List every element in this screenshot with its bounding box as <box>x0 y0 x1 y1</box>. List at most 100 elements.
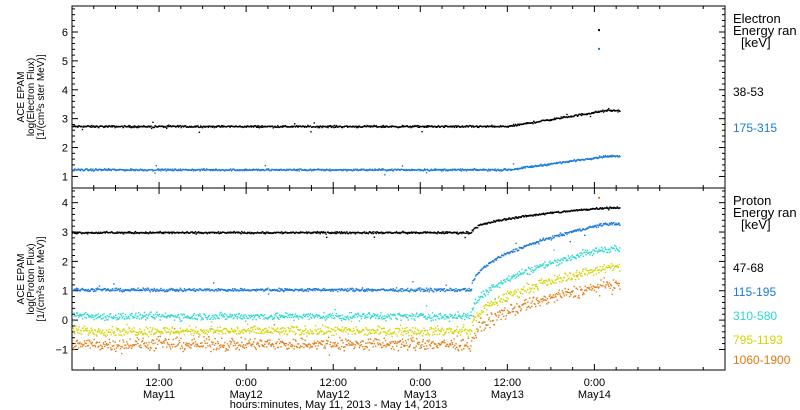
data-point <box>615 207 618 209</box>
data-point <box>514 125 516 127</box>
data-point <box>218 333 220 335</box>
data-point <box>358 288 360 291</box>
data-point <box>96 287 99 289</box>
data-point <box>371 169 373 171</box>
data-point <box>139 289 141 291</box>
data-point <box>293 319 295 322</box>
data-point <box>121 125 123 127</box>
data-point <box>484 295 487 297</box>
data-point <box>100 169 103 172</box>
data-point <box>230 315 232 317</box>
data-point <box>123 334 125 336</box>
data-point <box>532 215 534 217</box>
data-point <box>403 314 406 317</box>
data-point <box>506 277 509 279</box>
data-point <box>425 125 427 127</box>
data-point <box>201 330 204 332</box>
data-point <box>94 125 96 128</box>
data-point <box>432 319 434 321</box>
data-point <box>98 288 100 290</box>
data-point <box>388 333 391 336</box>
data-point <box>350 232 352 235</box>
data-point <box>94 169 96 171</box>
data-point <box>457 168 460 171</box>
data-point <box>168 231 170 233</box>
data-point <box>585 251 588 253</box>
data-point <box>608 155 611 157</box>
data-point <box>91 289 93 291</box>
data-point <box>357 330 359 332</box>
data-point <box>261 125 263 127</box>
data-point <box>121 317 123 319</box>
data-point <box>121 291 123 293</box>
data-point <box>224 327 226 330</box>
data-point <box>412 314 415 316</box>
data-point <box>407 233 409 235</box>
data-point <box>402 315 404 318</box>
data-point <box>249 125 251 128</box>
data-point <box>566 113 568 116</box>
data-point <box>160 333 162 335</box>
data-point <box>426 290 428 292</box>
data-point <box>125 168 127 171</box>
data-point <box>267 316 270 319</box>
data-point <box>179 125 182 127</box>
data-point <box>232 315 234 317</box>
data-point <box>93 289 95 291</box>
data-point <box>374 330 376 332</box>
data-point <box>100 168 102 171</box>
data-point <box>75 288 77 290</box>
data-point <box>521 166 523 168</box>
data-point <box>386 315 388 318</box>
data-point <box>139 231 142 234</box>
data-point <box>123 169 125 171</box>
data-point <box>228 315 231 318</box>
data-point <box>474 298 477 301</box>
data-point <box>196 318 199 321</box>
data-point <box>115 334 117 336</box>
data-point <box>411 126 413 128</box>
data-point <box>212 289 214 292</box>
data-point <box>546 165 548 167</box>
data-point <box>251 327 253 329</box>
data-point <box>442 290 444 292</box>
data-point <box>410 329 412 331</box>
data-point <box>240 318 242 320</box>
data-point <box>523 246 525 248</box>
data-point <box>276 126 278 129</box>
data-point <box>346 170 348 172</box>
data-point <box>430 288 432 290</box>
data-point <box>90 314 93 316</box>
data-point <box>147 232 149 234</box>
data-point <box>132 330 135 332</box>
data-point <box>209 328 211 330</box>
data-point <box>544 266 547 268</box>
data-point <box>213 126 216 129</box>
data-point <box>106 230 108 233</box>
data-point <box>171 169 173 172</box>
data-point <box>397 331 400 333</box>
data-point <box>121 330 123 332</box>
data-point <box>594 111 596 113</box>
data-point <box>398 328 400 330</box>
data-point <box>437 328 440 330</box>
data-point <box>218 169 221 171</box>
data-point <box>311 330 314 333</box>
data-point <box>356 328 358 331</box>
data-point <box>154 172 156 174</box>
data-point <box>413 125 415 128</box>
data-point <box>87 290 89 292</box>
data-point <box>481 125 483 128</box>
data-point <box>535 268 537 271</box>
data-point <box>386 333 389 335</box>
data-point <box>110 333 112 336</box>
data-point <box>446 231 448 233</box>
data-point <box>274 289 276 292</box>
data-point <box>430 168 432 170</box>
data-point <box>455 288 457 290</box>
data-point <box>342 331 344 333</box>
data-point <box>284 289 287 291</box>
data-point <box>274 125 276 128</box>
data-point <box>126 289 128 291</box>
data-point <box>362 313 364 316</box>
